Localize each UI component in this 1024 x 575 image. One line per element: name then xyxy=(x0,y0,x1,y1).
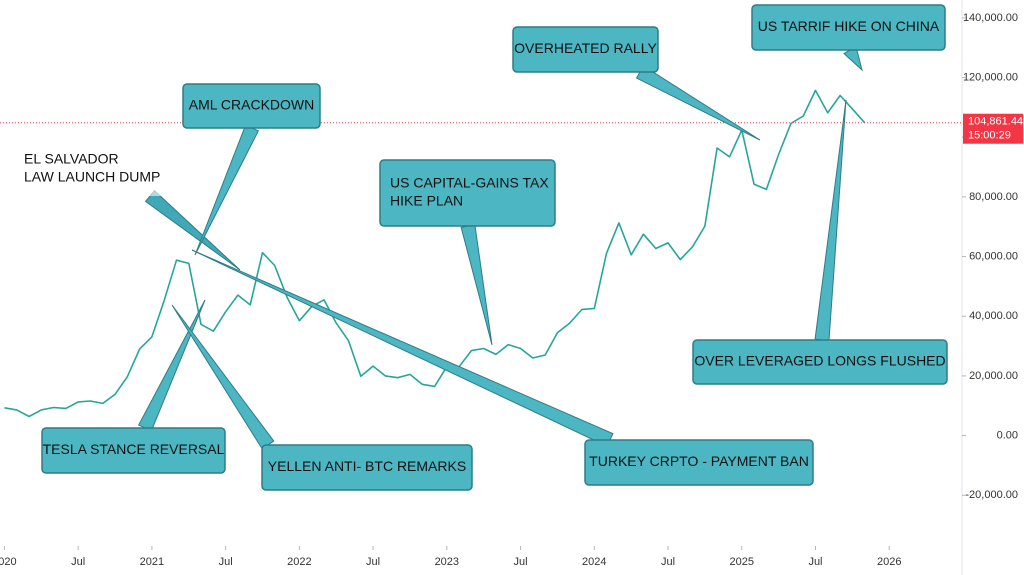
annotation-text: TESLA STANCE REVERSAL xyxy=(43,441,225,457)
annotation-text: HIKE PLAN xyxy=(390,193,463,209)
annotation-text: EL SALVADOR xyxy=(24,151,119,167)
x-tick-label: 2026 xyxy=(877,556,901,568)
annotation-box xyxy=(692,339,948,385)
annotation-text: US CAPITAL-GAINS TAX xyxy=(390,175,549,191)
axes: 140,000.00120,000.00100,000.0080,000.006… xyxy=(0,12,1023,568)
x-tick-label: Jul xyxy=(71,556,85,568)
countdown-label: 15:00:29 xyxy=(968,130,1011,142)
x-tick-label: Jul xyxy=(661,556,675,568)
current-price-label: 104,861.44 xyxy=(968,116,1023,128)
annotation-text: US TARRIF HIKE ON CHINA xyxy=(758,18,940,34)
price-line xyxy=(4,89,866,418)
x-tick-label: 2023 xyxy=(435,556,459,568)
annotation-text: OVER LEVERAGED LONGS FLUSHED xyxy=(694,353,945,369)
annotation-box xyxy=(182,83,321,129)
y-tick-label: -20,000.00 xyxy=(965,489,1018,501)
y-tick-label: 80,000.00 xyxy=(969,191,1018,203)
x-tick-label: Jul xyxy=(514,556,528,568)
y-tick-label: 120,000.00 xyxy=(963,71,1018,83)
annotation-text: LAW LAUNCH DUMP xyxy=(24,169,160,185)
x-tick-label: 2024 xyxy=(582,556,606,568)
x-tick-label: 2021 xyxy=(140,556,164,568)
annotation-box xyxy=(261,444,473,491)
annotations: EL SALVADOR LAW LAUNCH DUMP AML CRACKDOWN U… xyxy=(14,4,948,491)
x-tick-label: 2020 xyxy=(0,556,17,568)
annotation-box xyxy=(584,439,814,486)
annotation-box xyxy=(379,159,556,227)
x-tick-label: 2022 xyxy=(287,556,311,568)
y-tick-label: 20,000.00 xyxy=(969,370,1018,382)
annotation-box xyxy=(751,4,946,51)
y-tick-label: 0.00 xyxy=(997,429,1018,441)
x-tick-label: Jul xyxy=(366,556,380,568)
x-tick-label: Jul xyxy=(219,556,233,568)
y-tick-label: 40,000.00 xyxy=(969,310,1018,322)
annotation-text: AML CRACKDOWN xyxy=(189,97,315,113)
annotation-text: YELLEN ANTI- BTC REMARKS xyxy=(268,458,466,474)
plot xyxy=(0,89,962,418)
x-tick-label: 2025 xyxy=(730,556,754,568)
y-tick-label: 60,000.00 xyxy=(969,250,1018,262)
annotation-text: OVERHEATED RALLY xyxy=(514,40,657,56)
current-price-box xyxy=(963,113,1023,144)
annotation-box xyxy=(512,26,659,73)
annotation-text: TURKEY CRPTO - PAYMENT BAN xyxy=(589,453,809,469)
annotation-box xyxy=(14,142,164,196)
annotation-box xyxy=(41,427,226,474)
y-tick-label: 140,000.00 xyxy=(963,12,1018,24)
x-tick-label: Jul xyxy=(808,556,822,568)
